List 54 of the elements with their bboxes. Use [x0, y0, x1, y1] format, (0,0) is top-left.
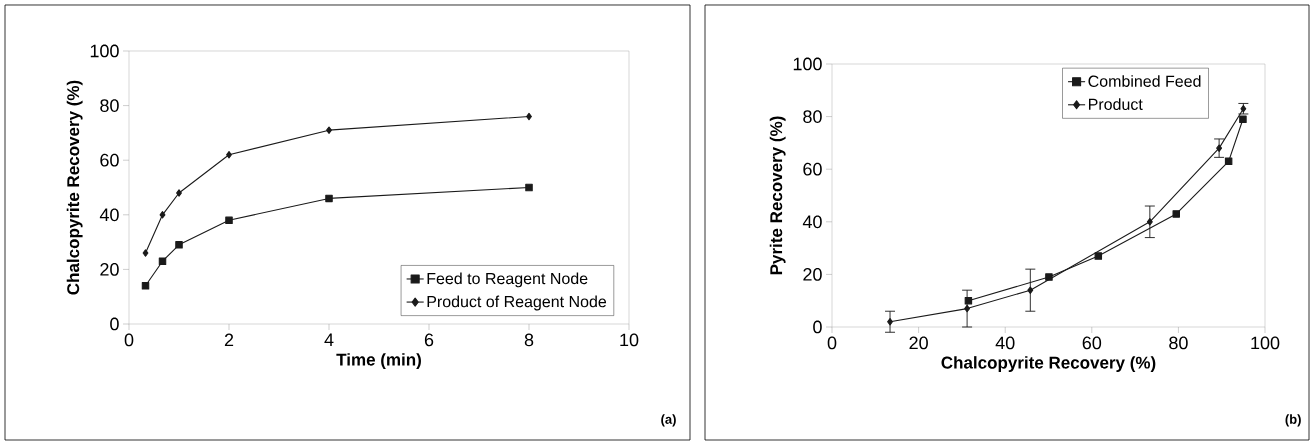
- text: (a): [661, 414, 676, 427]
- y-axis-title: Pyrite Recovery (%): [769, 116, 786, 275]
- legend-label: Feed to Reagent Node: [427, 272, 588, 288]
- point: [1216, 144, 1223, 152]
- legend-label: Product of Reagent Node: [427, 295, 607, 311]
- point: [1027, 286, 1034, 294]
- point: [1172, 210, 1180, 218]
- y-tick-label: 60: [803, 162, 822, 176]
- point: [175, 241, 183, 249]
- x-tick-label: 4: [324, 333, 334, 346]
- point: [158, 257, 167, 265]
- point: [964, 304, 971, 313]
- y-tick-label: 20: [100, 263, 119, 276]
- point: [176, 189, 182, 197]
- x-tick-label: 10: [620, 333, 639, 347]
- x-axis-title: Chalcopyrite Recovery (%): [941, 356, 1156, 372]
- point: [325, 194, 333, 203]
- x-axis-title: Time (min): [336, 353, 421, 369]
- point: [225, 216, 233, 225]
- y-tick-label: 40: [802, 215, 822, 229]
- x-tick-label: 80: [1169, 336, 1188, 350]
- y-tick-label: 20: [803, 268, 822, 281]
- point: [142, 249, 149, 257]
- point: [1224, 157, 1233, 166]
- point: [141, 282, 150, 290]
- legend-label: Product: [1088, 98, 1143, 110]
- text: (b): [1285, 414, 1301, 427]
- x-tick-label: 6: [424, 333, 434, 347]
- y-tick-label: 100: [793, 57, 822, 71]
- y-tick-label: 0: [813, 320, 822, 334]
- legend-label: Combined Feed: [1088, 75, 1201, 87]
- point: [1146, 218, 1153, 226]
- x-tick-label: 0: [124, 333, 134, 347]
- y-tick-label: 100: [90, 44, 119, 58]
- point: [525, 183, 533, 192]
- point: [1045, 273, 1053, 281]
- y-tick-label: 60: [100, 153, 119, 167]
- point: [159, 211, 166, 219]
- y-tick-label: 40: [99, 208, 119, 222]
- x-tick-label: 0: [827, 336, 837, 350]
- y-axis-title: Chalcopyrite Recovery (%): [66, 80, 83, 295]
- point: [1239, 115, 1247, 123]
- point: [964, 296, 973, 305]
- point: [1094, 252, 1103, 260]
- y-tick-label: 0: [110, 317, 119, 331]
- y-tick-label: 80: [803, 110, 822, 123]
- x-tick-label: 8: [524, 333, 534, 347]
- x-tick-label: 40: [995, 336, 1015, 350]
- x-tick-label: 2: [224, 333, 234, 347]
- x-tick-label: 100: [1251, 336, 1280, 350]
- y-tick-label: 80: [100, 99, 119, 112]
- point: [326, 126, 332, 134]
- x-tick-label: 20: [909, 336, 928, 350]
- x-tick-label: 60: [1082, 336, 1102, 350]
